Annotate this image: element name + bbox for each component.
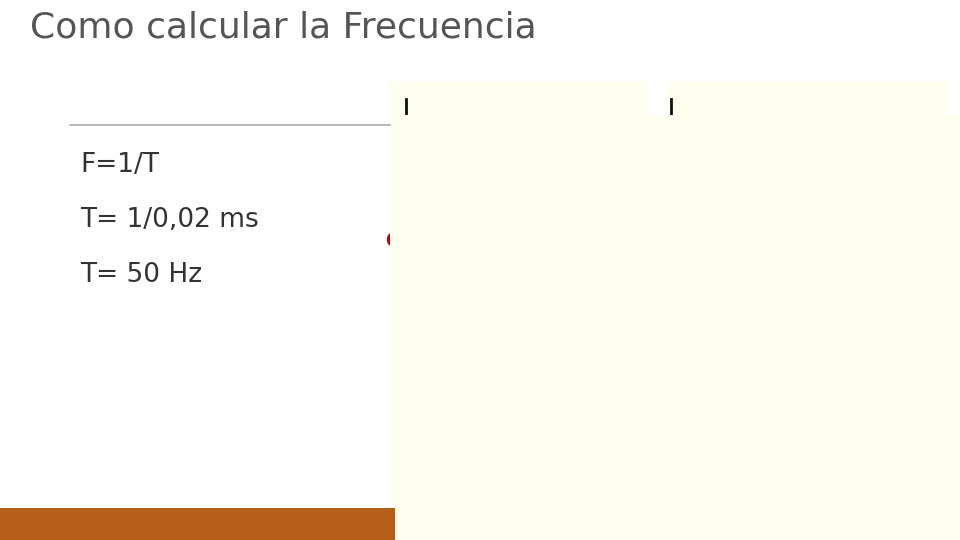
Bar (0, 508, 395, 540)
Text: t: t (944, 232, 952, 250)
Text: 0: 0 (385, 232, 397, 250)
Text: 1 seg de tiempo: 1 seg de tiempo (754, 486, 859, 499)
Text: Como calcular la Frecuencia: Como calcular la Frecuencia (30, 11, 537, 45)
Text: 1 seg de tiempo: 1 seg de tiempo (466, 486, 571, 499)
Text: F=1/T: F=1/T (80, 152, 159, 178)
Text: ©asifunciona.com: ©asifunciona.com (672, 514, 787, 526)
Text: 5 ciclos o Hz: 5 ciclos o Hz (765, 513, 848, 526)
Text: 1 cielo o Hz: 1 cielo o Hz (480, 513, 557, 526)
Bar (390, 115, 960, 540)
Text: T= 1/0,02 ms: T= 1/0,02 ms (80, 207, 259, 233)
Text: T= 50 Hz: T= 50 Hz (80, 262, 203, 288)
Text: t: t (641, 232, 650, 250)
